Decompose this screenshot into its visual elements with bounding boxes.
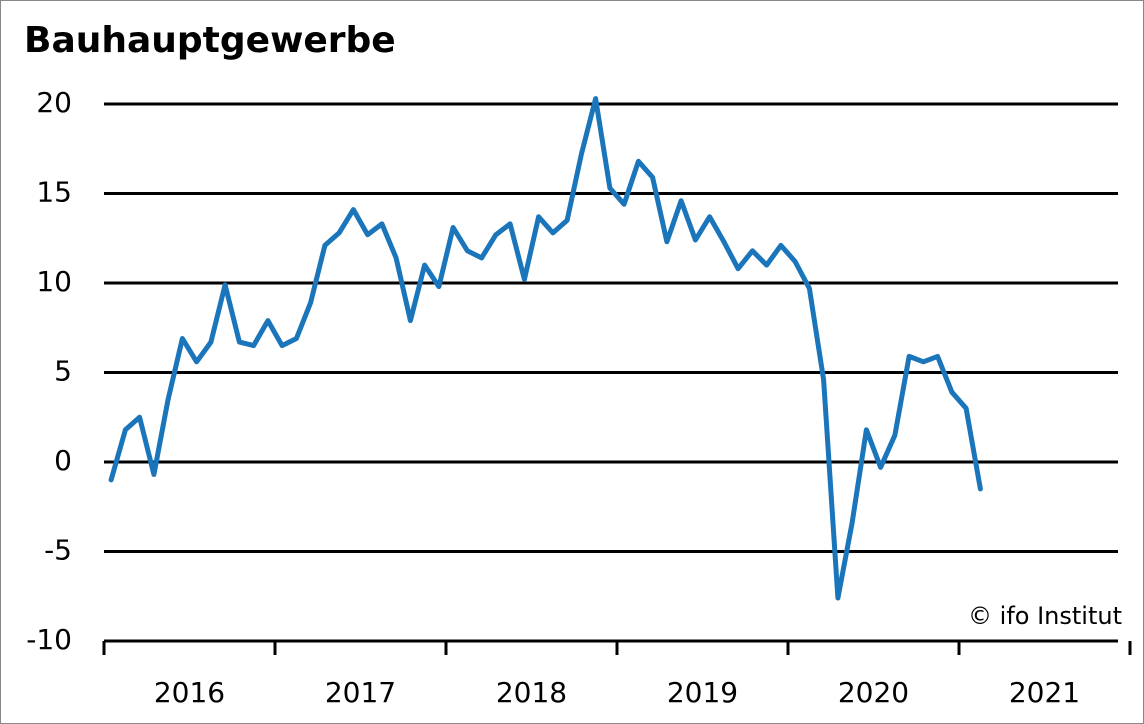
y-tick-label: 20 <box>36 86 72 119</box>
x-tick-label: 2016 <box>154 676 225 709</box>
x-tick-label: 2020 <box>838 676 909 709</box>
x-tick-label: 2018 <box>496 676 567 709</box>
y-tick-label: 15 <box>36 176 72 209</box>
line-series <box>108 96 983 601</box>
chart-title: Bauhauptgewerbe <box>24 20 396 61</box>
y-tick-label: 0 <box>54 444 72 477</box>
y-tick-label: -5 <box>44 534 72 567</box>
x-tick-label: 2021 <box>1009 676 1080 709</box>
y-tick-label: 5 <box>54 355 72 388</box>
y-tick-label: 10 <box>36 265 72 298</box>
x-tick-label: 2017 <box>325 676 396 709</box>
annotation: © ifo Institut <box>968 602 1122 630</box>
y-tick-label: -10 <box>26 623 72 656</box>
x-tick-label: 2019 <box>667 676 738 709</box>
